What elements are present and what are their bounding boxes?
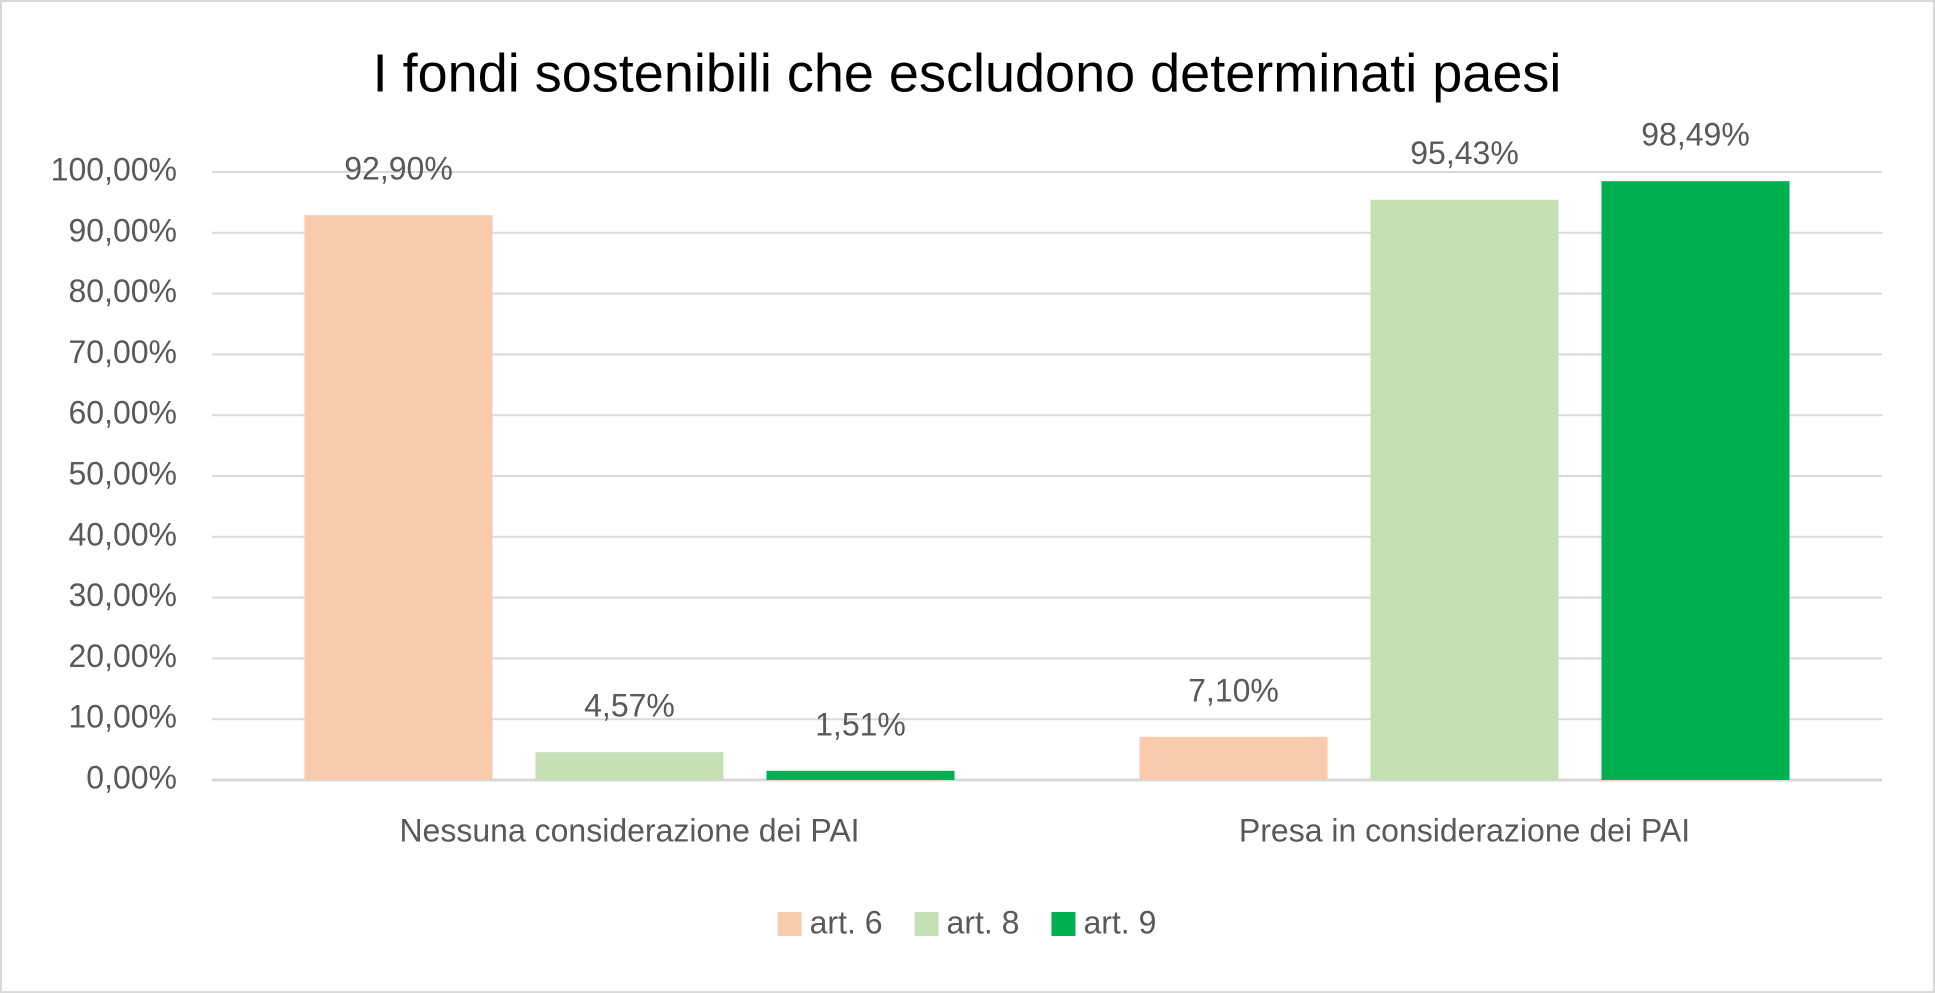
y-tick-label: 100,00% bbox=[51, 151, 177, 187]
y-tick-label: 10,00% bbox=[68, 699, 177, 735]
chart-title: I fondi sostenibili che escludono determ… bbox=[373, 43, 1562, 103]
y-tick-label: 0,00% bbox=[86, 759, 177, 795]
y-tick-label: 40,00% bbox=[68, 516, 177, 552]
data-label: 4,57% bbox=[584, 688, 675, 724]
data-label: 7,10% bbox=[1188, 672, 1279, 708]
bar bbox=[766, 770, 955, 780]
y-tick-label: 90,00% bbox=[68, 212, 177, 248]
legend-swatch bbox=[914, 912, 939, 936]
y-tick-label: 30,00% bbox=[68, 577, 177, 613]
bar bbox=[304, 215, 493, 781]
y-tick-label: 20,00% bbox=[68, 638, 177, 674]
data-label: 1,51% bbox=[815, 706, 906, 742]
bar bbox=[1139, 736, 1328, 780]
legend-swatch bbox=[1051, 912, 1076, 936]
data-label: 98,49% bbox=[1641, 117, 1750, 153]
legend-label: art. 9 bbox=[1083, 904, 1156, 940]
bar bbox=[1370, 199, 1559, 781]
legend-label: art. 6 bbox=[810, 904, 883, 940]
bar bbox=[535, 752, 724, 780]
data-label: 92,90% bbox=[344, 151, 453, 187]
data-label: 95,43% bbox=[1410, 135, 1519, 171]
bar bbox=[1601, 181, 1790, 781]
x-tick-label: Nessuna considerazione dei PAI bbox=[399, 812, 859, 848]
y-tick-label: 50,00% bbox=[68, 455, 177, 491]
y-tick-label: 60,00% bbox=[68, 395, 177, 431]
x-tick-label: Presa in considerazione dei PAI bbox=[1239, 812, 1690, 848]
y-tick-label: 70,00% bbox=[68, 334, 177, 370]
legend-label: art. 8 bbox=[947, 904, 1020, 940]
legend-swatch bbox=[777, 912, 802, 936]
y-tick-label: 80,00% bbox=[68, 273, 177, 309]
